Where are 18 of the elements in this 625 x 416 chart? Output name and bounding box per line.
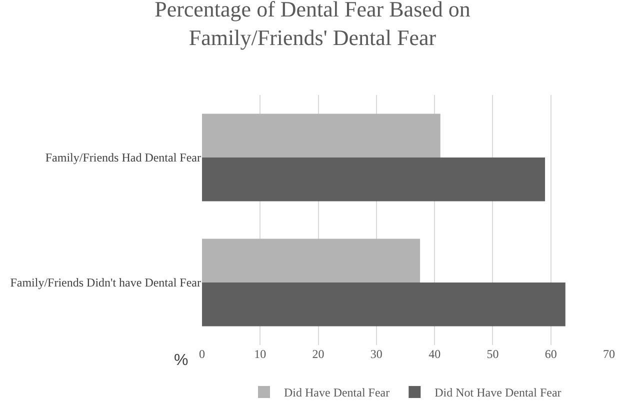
x-tick-label: 30 <box>370 347 382 361</box>
x-tick-label: 20 <box>312 347 324 361</box>
y-tick-label: Family/Friends Had Dental Fear <box>45 150 201 165</box>
x-tick-label: 50 <box>486 347 499 361</box>
bar <box>202 282 566 326</box>
x-tick-label: 10 <box>254 347 266 361</box>
y-tick-label: Family/Friends Didn't have Dental Fear <box>10 276 201 290</box>
legend-label: Did Not Have Dental Fear <box>434 386 562 400</box>
bar <box>202 238 420 282</box>
x-tick-label: 0 <box>199 347 205 361</box>
x-axis-title: % <box>174 352 188 369</box>
x-tick-label: 40 <box>428 347 441 361</box>
legend-label: Did Have Dental Fear <box>284 386 390 400</box>
bar <box>202 158 546 202</box>
chart-title: Percentage of Dental Fear Based on Family/Friends' Dental Fear <box>154 0 470 50</box>
bar <box>202 114 440 158</box>
x-tick-label: 60 <box>544 347 557 361</box>
x-tick-label: 70 <box>603 347 615 361</box>
